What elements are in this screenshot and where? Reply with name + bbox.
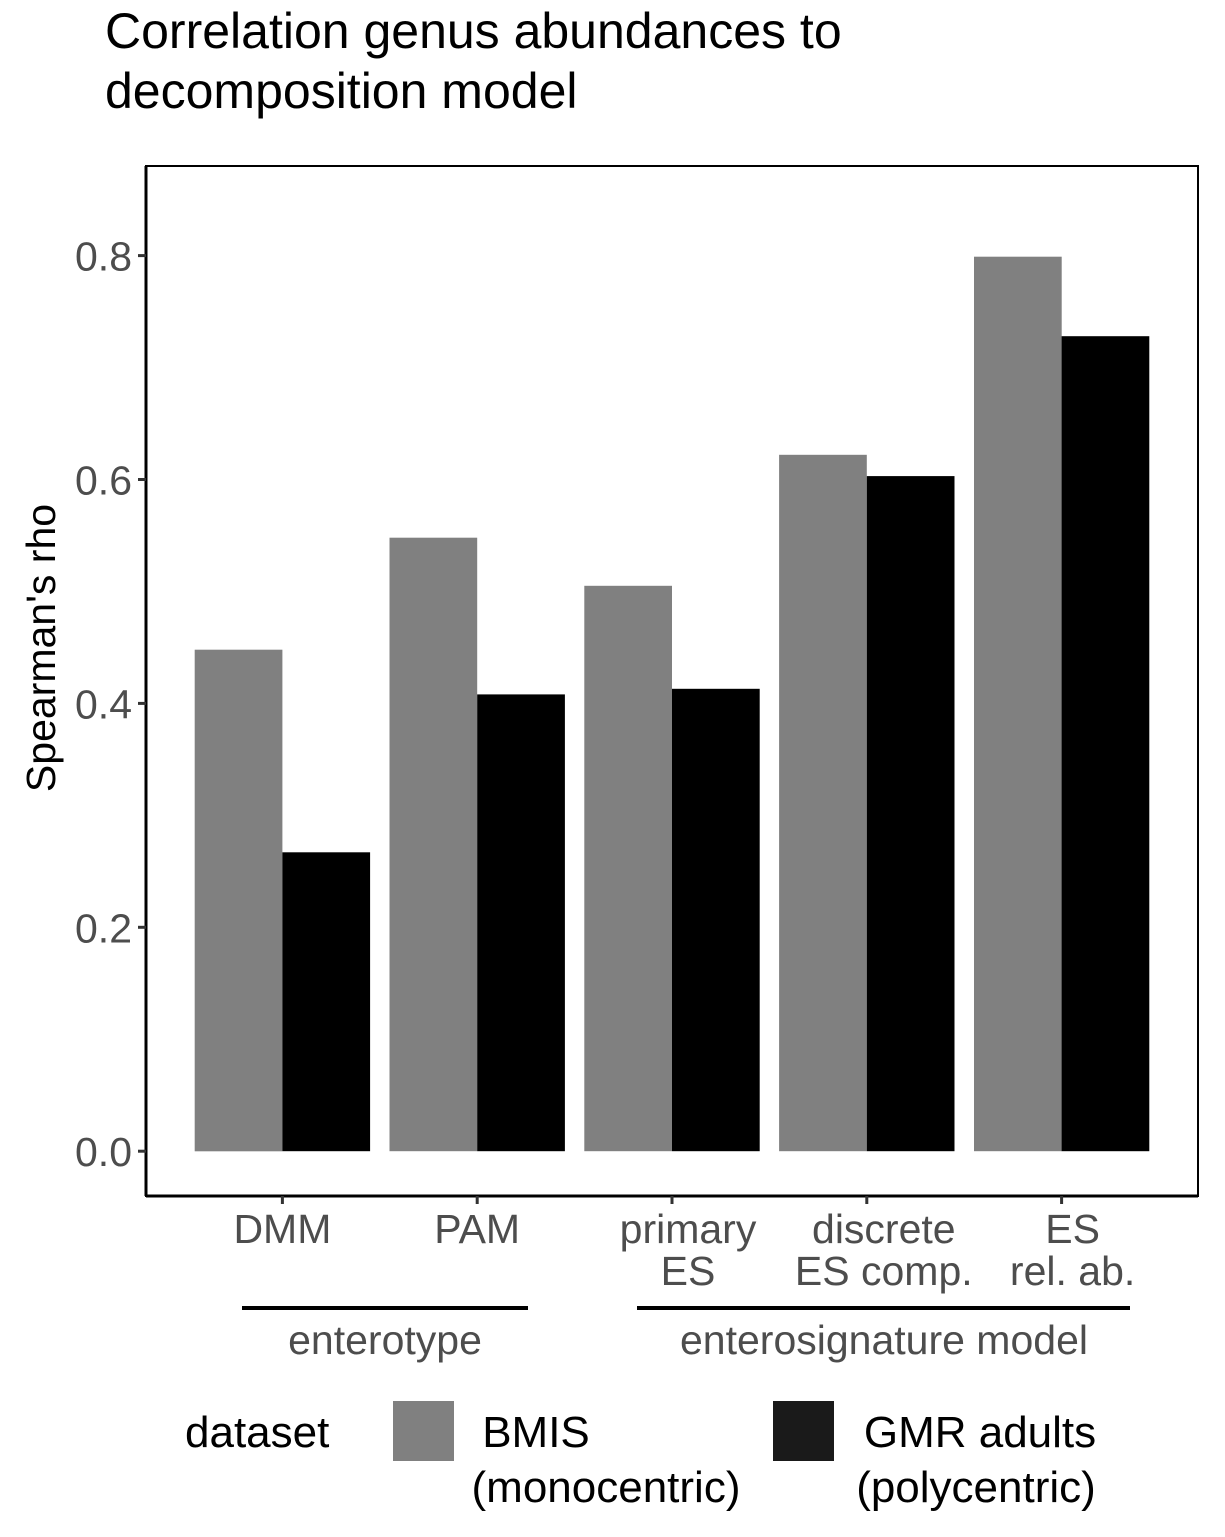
y-tick-label: 0.4 xyxy=(75,681,132,727)
legend-label-bmis-line-1: BMIS xyxy=(482,1408,590,1457)
y-tick-label: 0.8 xyxy=(75,234,132,280)
bar-es-rel-ab-series-2 xyxy=(1061,336,1150,1152)
x-tick-label: discrete ES comp. xyxy=(795,1206,973,1294)
legend-swatch-gmr xyxy=(773,1401,834,1461)
chart-title-line-1: Correlation genus abundances to xyxy=(105,3,842,59)
group-label-enterosignature-model: enterosignature model xyxy=(680,1317,1088,1363)
legend-label-gmr-line-2: (polycentric) xyxy=(856,1463,1096,1512)
bar-pam-series-1 xyxy=(389,537,478,1152)
y-axis: 0.0 0.2 0.4 0.6 0.8 xyxy=(75,234,146,1175)
bar-dmm-series-2 xyxy=(282,852,371,1152)
legend-label-bmis-line-2: (monocentric) xyxy=(472,1463,741,1512)
x-tick-label: primary ES xyxy=(620,1206,757,1294)
legend-title: dataset xyxy=(185,1408,329,1457)
legend-label-gmr-line-1: GMR adults xyxy=(864,1408,1096,1457)
bar-primary-es-series-2 xyxy=(672,688,760,1152)
bar-es-rel-ab-series-1 xyxy=(974,256,1062,1152)
y-tick-label: 0.0 xyxy=(75,1129,132,1175)
bars-layer xyxy=(194,256,1150,1152)
y-tick-label: 0.6 xyxy=(75,458,132,504)
bar-dmm-series-1 xyxy=(194,649,283,1152)
x-axis: DMM PAM primary ES discrete ES comp. ES rel. ab… xyxy=(233,1196,1135,1294)
x-tick-label: DMM xyxy=(233,1206,331,1252)
bar-discrete-es-comp-series-1 xyxy=(779,454,867,1152)
y-tick-label: 0.2 xyxy=(75,905,132,951)
bar-pam-series-2 xyxy=(477,694,565,1152)
bar-discrete-es-comp-series-2 xyxy=(866,476,955,1152)
x-tick-label: ES rel. ab. xyxy=(1010,1206,1135,1294)
legend-swatch-bmis xyxy=(393,1401,454,1461)
legend: dataset BMIS (monocentric) GMR adults (p… xyxy=(185,1401,1096,1512)
bar-primary-es-series-1 xyxy=(584,585,672,1152)
x-tick-label: PAM xyxy=(434,1206,520,1252)
y-axis-title: Spearman's rho xyxy=(18,504,64,792)
chart-title-line-2: decomposition model xyxy=(105,63,578,119)
group-label-enterotype: enterotype xyxy=(288,1317,482,1363)
